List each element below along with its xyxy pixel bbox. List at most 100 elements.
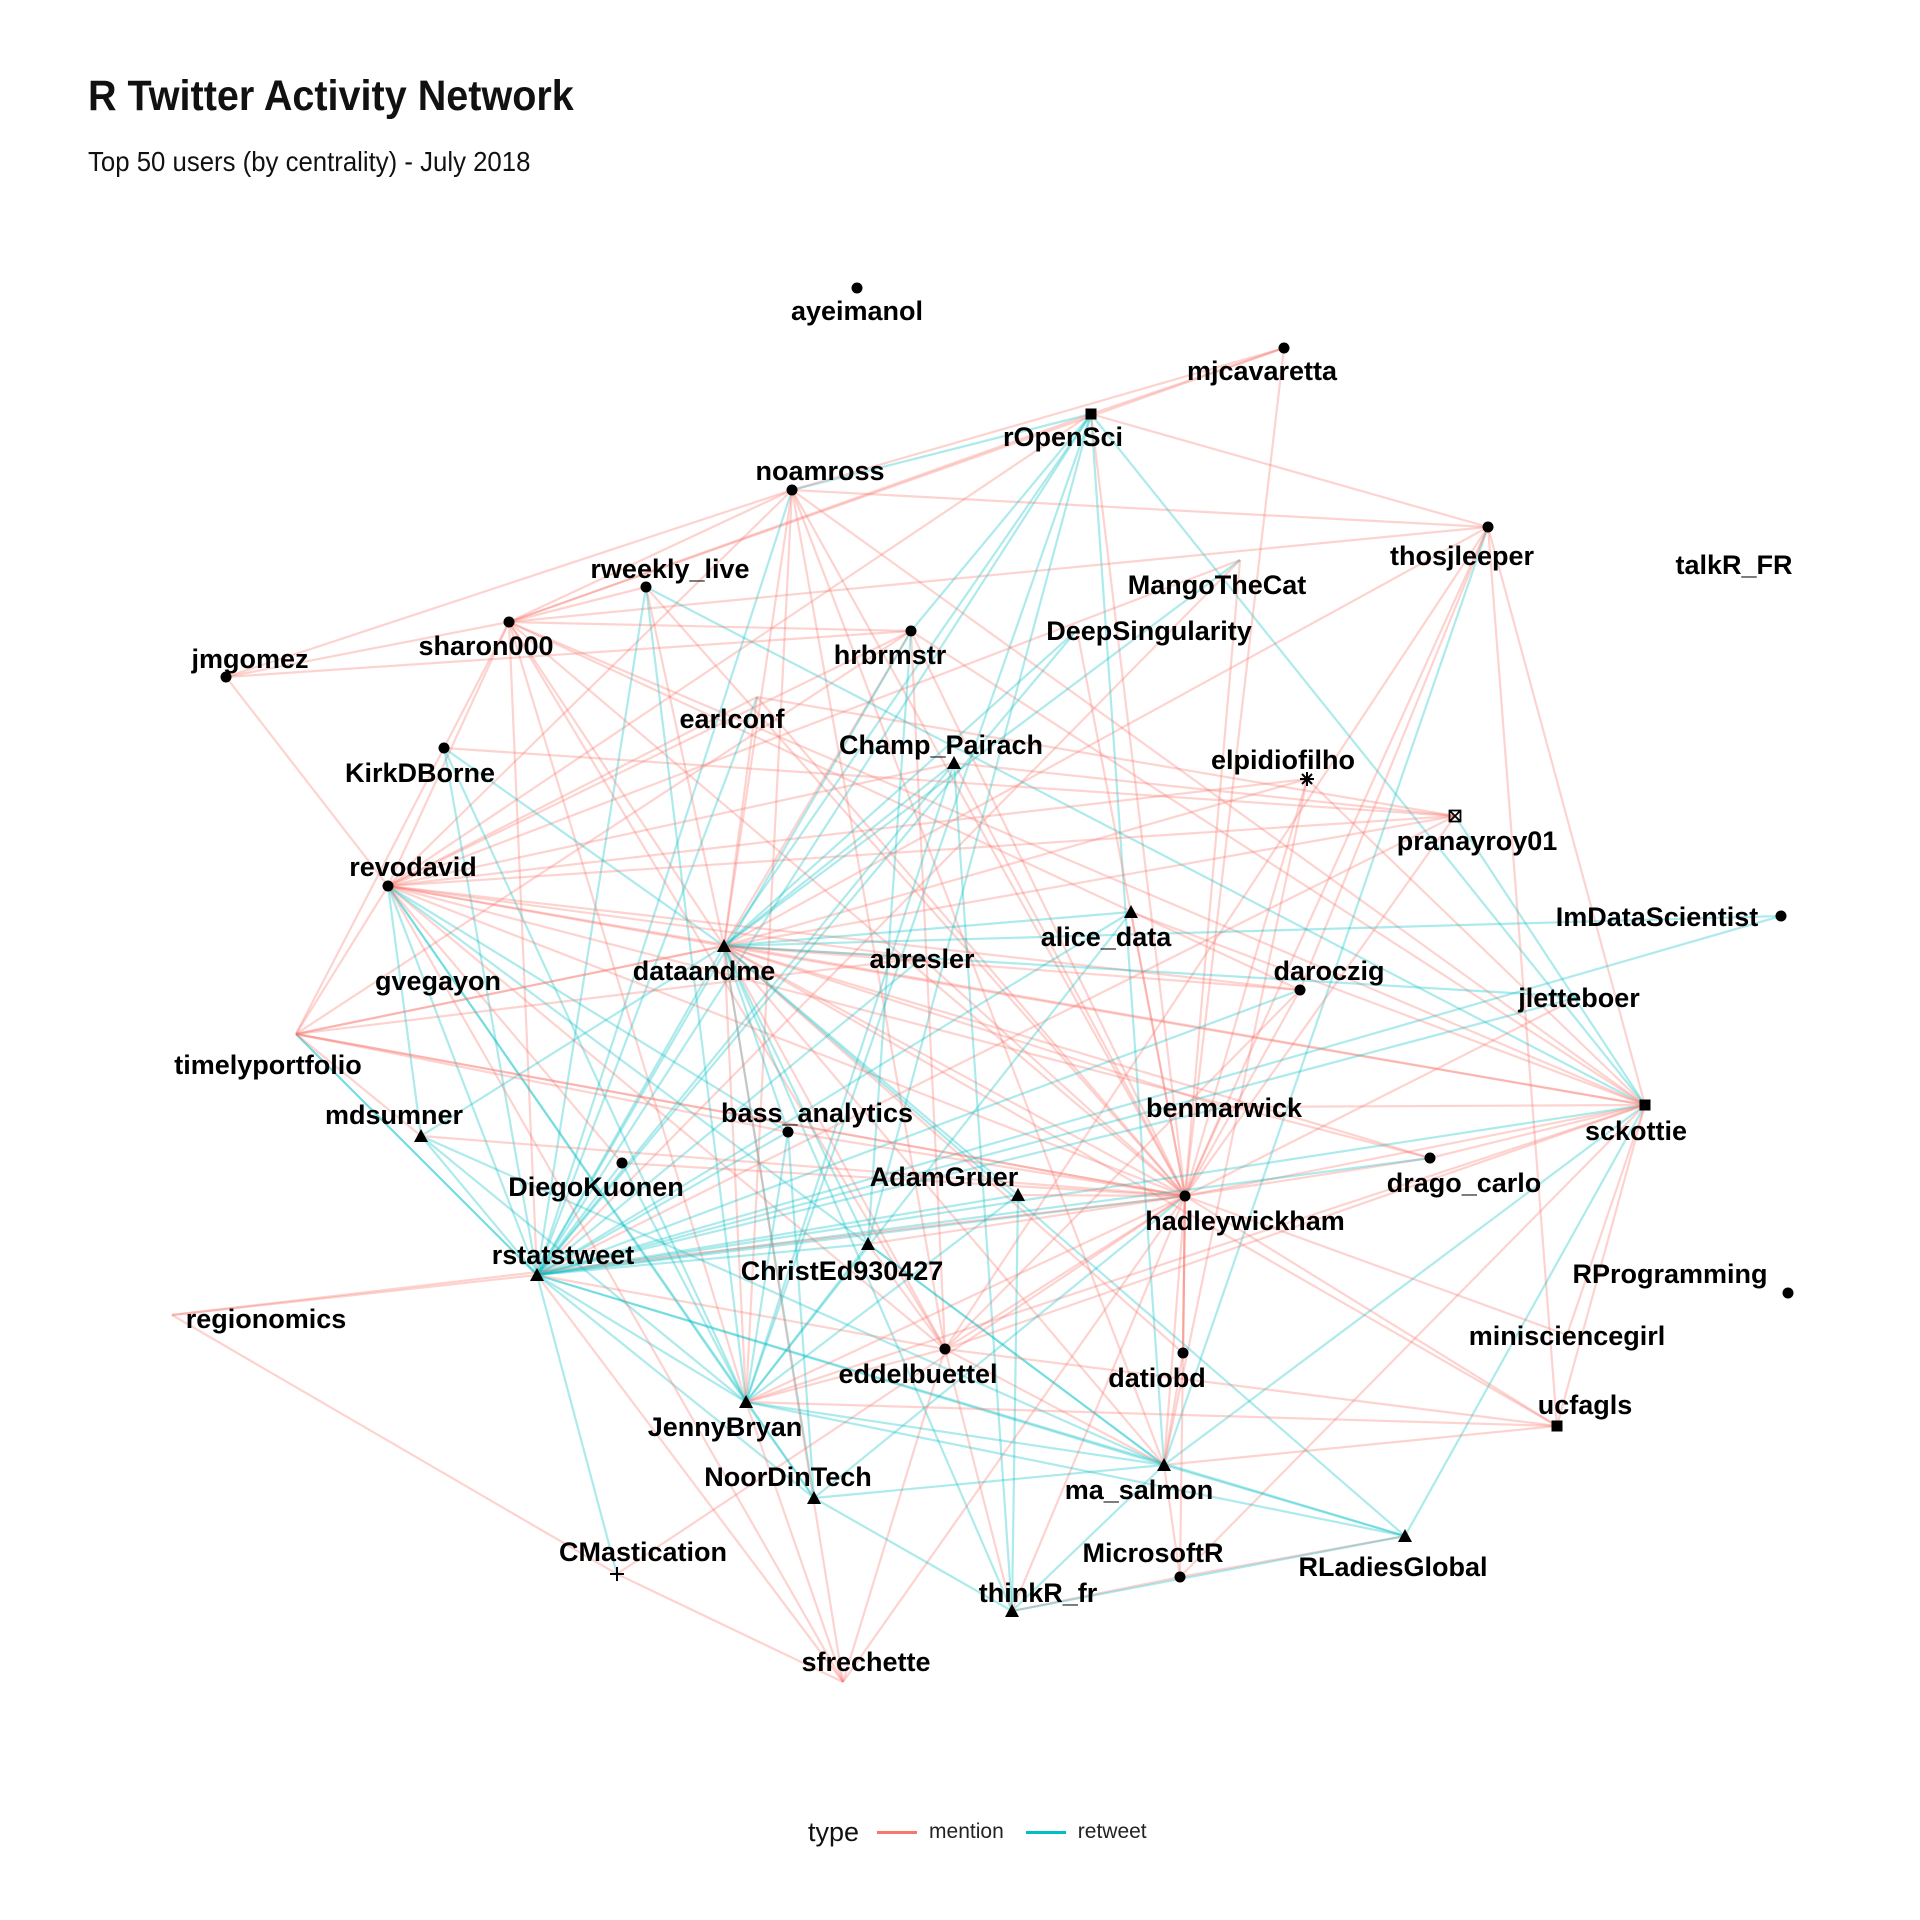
node-drago_carlo [1424, 1152, 1436, 1164]
edge-retweet [786, 1131, 816, 1499]
edge-retweet [387, 885, 747, 1403]
node-label: ucfagls [1538, 1390, 1633, 1420]
edge-retweet [1089, 413, 1166, 1466]
edge-mention [387, 777, 1308, 888]
edge-retweet [536, 1131, 789, 1276]
node-mdsumner [414, 1129, 428, 1142]
edge-mention [745, 1103, 1646, 1404]
node-label: alice_data [1041, 922, 1173, 952]
edge-mention [1555, 1104, 1647, 1427]
edge-retweet [1163, 1104, 1646, 1466]
edge-retweet [644, 586, 748, 1403]
edge-retweet [420, 1135, 538, 1276]
edge-mention [1183, 526, 1490, 1197]
edge-retweet [745, 1400, 1406, 1538]
node-DiegoKuonen [616, 1157, 628, 1169]
node-label: MicrosoftR [1083, 1538, 1224, 1568]
edge-mention [790, 489, 947, 1350]
edge-retweet [723, 944, 1580, 999]
edge-retweet [952, 762, 1014, 1612]
edge-mention [1010, 1195, 1187, 1612]
node-jmgomez [220, 671, 232, 683]
node-MicrosoftR [1174, 1571, 1186, 1583]
node-label: CMastication [559, 1537, 727, 1567]
edge-mention [723, 777, 1308, 948]
node-eddelbuettel [939, 1343, 951, 1355]
node-RProgramming [1782, 1287, 1794, 1299]
edge-mention [723, 945, 1558, 1427]
edge-retweet [536, 1273, 1406, 1538]
edge-retweet [536, 911, 1132, 1276]
edge-mention [841, 1348, 947, 1683]
edge-retweet [745, 1194, 1019, 1403]
edge-mention [387, 884, 1186, 1198]
edge-retweet [1010, 1194, 1020, 1612]
node-ChristEd930427 [861, 1237, 875, 1250]
edge-mention [1184, 815, 1456, 1197]
edge-retweet [744, 762, 956, 1403]
edge-retweet [536, 1194, 1186, 1277]
node-datiobd [1177, 1347, 1189, 1359]
node-dataandme [717, 939, 731, 952]
edge-mention [1306, 778, 1646, 1106]
edge-mention [944, 526, 1489, 1350]
edge-mention [723, 526, 1489, 947]
edge-retweet [387, 885, 815, 1499]
node-label: rOpenSci [1003, 422, 1123, 452]
edge-mention [1163, 1424, 1558, 1467]
node-label: thosjleeper [1390, 541, 1535, 571]
edge-mention [953, 761, 1456, 818]
edge-mention [744, 1401, 845, 1683]
edge-mention [722, 945, 748, 1403]
node-hrbrmstr [905, 625, 917, 637]
edge-mention [722, 945, 845, 1683]
edge-mention [1429, 1103, 1646, 1160]
node-label: ma_salmon [1065, 1475, 1214, 1505]
edge-mention [171, 1194, 1186, 1317]
edge-retweet [910, 413, 1092, 632]
edge-mention [1184, 996, 1580, 1197]
edge-mention [387, 630, 912, 887]
edge-mention [387, 885, 623, 1164]
edge-mention [225, 620, 510, 679]
edge-retweet [723, 914, 1782, 948]
edge-mention [1129, 911, 1187, 1197]
edge-mention [536, 815, 1456, 1276]
edge-mention [1184, 1156, 1431, 1198]
node-Champ_Pairach [947, 756, 961, 769]
edge-retweet [722, 945, 790, 1133]
edge-retweet [536, 629, 1078, 1276]
edge-mention [295, 621, 510, 1035]
edge-mention [744, 489, 794, 1403]
node-label: mdsumner [325, 1100, 464, 1130]
edge-retweet [536, 945, 725, 1276]
node-label: pranayroy01 [1397, 826, 1558, 856]
node-layer [220, 282, 1794, 1617]
edge-mention [910, 630, 1646, 1106]
edge-retweet [536, 988, 1301, 1277]
edge-mention [944, 1348, 1165, 1466]
node-label: eddelbuettel [838, 1359, 997, 1389]
edge-mention [910, 630, 1186, 1197]
edge-retweet [442, 747, 539, 1276]
edge-mention [387, 761, 955, 888]
node-sharon000 [503, 616, 515, 628]
edge-mention [723, 944, 1225, 1109]
node-label: noamross [755, 456, 884, 486]
edge-retweet [536, 1105, 1225, 1277]
node-sckottie [1639, 1099, 1651, 1111]
edge-mention [723, 945, 1184, 1354]
node-label: sharon000 [418, 631, 553, 661]
edge-mention [867, 1243, 946, 1350]
edge-retweet [723, 413, 1092, 947]
node-label: KirkDBorne [345, 758, 495, 788]
edge-mention [723, 945, 1186, 1197]
edge-retweet [621, 1162, 747, 1403]
edge-mention [387, 884, 1646, 1107]
edge-mention [616, 1195, 1186, 1575]
chart-title: R Twitter Activity Network [88, 72, 574, 120]
edge-mention [1179, 1104, 1646, 1578]
edge-retweet [386, 885, 423, 1137]
node-label: hadleywickham [1145, 1206, 1345, 1236]
node-mjcavaretta [1278, 342, 1290, 354]
